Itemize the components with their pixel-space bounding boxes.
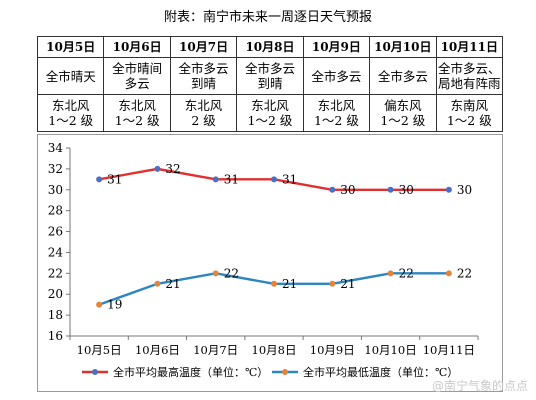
x-tick-label: 10月11日 xyxy=(423,343,475,357)
data-label: 21 xyxy=(282,277,297,291)
data-label: 19 xyxy=(107,298,122,312)
data-label: 31 xyxy=(224,172,239,186)
y-tick-label: 32 xyxy=(48,162,63,176)
wind-cell: 偏东风 1～2 级 xyxy=(369,94,437,132)
wind-cell: 东北风 1～2 级 xyxy=(103,94,171,132)
x-tick-label: 10月9日 xyxy=(310,343,355,357)
y-tick-label: 20 xyxy=(48,287,63,301)
legend-marker xyxy=(282,369,288,375)
y-tick-label: 16 xyxy=(48,329,63,343)
x-tick-label: 10月7日 xyxy=(193,343,238,357)
data-label: 30 xyxy=(340,183,355,197)
y-tick-label: 22 xyxy=(48,266,63,280)
x-tick-label: 10月10日 xyxy=(364,343,416,357)
x-tick-label: 10月6日 xyxy=(135,343,180,357)
data-label: 21 xyxy=(165,277,180,291)
wind-cell: 东北风 1～2 级 xyxy=(36,94,105,132)
data-point xyxy=(329,280,336,287)
table-row-weather: 全市晴天 全市晴间 多云 全市多云 到晴 全市多云 到晴 全市多云 全市多云 全市多云… xyxy=(36,57,504,95)
data-label: 22 xyxy=(399,266,414,280)
wind-cell: 东北风 2 级 xyxy=(169,94,238,132)
page-title: 附表：南宁市未来一周逐日天气预报 xyxy=(163,10,372,25)
data-point xyxy=(154,165,161,172)
y-tick-label: 18 xyxy=(48,308,63,322)
weather-cell: 全市多云、 局地有阵雨 xyxy=(435,57,504,95)
data-point xyxy=(445,186,452,193)
data-point xyxy=(96,176,103,183)
wind-cell: 东北风 1～2 级 xyxy=(236,94,304,132)
data-label: 21 xyxy=(340,277,355,291)
data-label: 30 xyxy=(399,183,414,197)
data-point xyxy=(387,270,394,277)
watermark: @南宁气象的点点 xyxy=(431,379,528,393)
weather-cell: 全市多云 到晴 xyxy=(169,57,238,95)
date-cell: 10月7日 xyxy=(169,36,238,58)
series-line xyxy=(98,272,449,306)
y-tick-label: 26 xyxy=(48,225,63,239)
data-label: 31 xyxy=(282,172,297,186)
table-row-wind: 东北风 1～2 级 东北风 1～2 级 东北风 2 级 东北风 1～2 级 东北风 1～2… xyxy=(36,94,504,132)
data-point xyxy=(445,270,452,277)
date-cell: 10月6日 xyxy=(103,36,171,58)
legend-marker xyxy=(92,369,98,375)
weather-cell: 全市多云 到晴 xyxy=(236,57,304,95)
data-point xyxy=(329,186,336,193)
y-tick-label: 24 xyxy=(48,245,64,259)
y-tick-label: 30 xyxy=(48,183,63,197)
forecast-table: 10月5日 10月6日 10月7日 10月8日 10月9日 10月10日 10月… xyxy=(36,36,504,132)
legend-label: 全市平均最低温度（单位：℃） xyxy=(303,365,458,379)
legend-label: 全市平均最高温度（单位：℃） xyxy=(113,365,268,379)
data-label: 32 xyxy=(165,162,180,176)
data-label: 31 xyxy=(107,172,122,186)
data-point xyxy=(154,280,161,287)
data-point xyxy=(271,280,277,287)
x-tick-label: 10月8日 xyxy=(252,343,297,357)
data-label: 30 xyxy=(457,183,472,197)
x-tick-label: 10月5日 xyxy=(77,343,122,357)
data-point xyxy=(96,301,103,308)
date-cell: 10月5日 xyxy=(36,36,105,58)
wind-cell: 东南风 1～2 级 xyxy=(435,94,504,132)
wind-cell: 东北风 1～2 级 xyxy=(302,94,371,132)
table-row-dates: 10月5日 10月6日 10月7日 10月8日 10月9日 10月10日 10月… xyxy=(36,36,504,58)
y-tick-label: 34 xyxy=(48,141,64,155)
date-cell: 10月10日 xyxy=(369,36,437,58)
data-label: 22 xyxy=(457,266,472,280)
data-point xyxy=(387,186,394,193)
data-label: 22 xyxy=(224,266,239,280)
y-tick-label: 28 xyxy=(48,204,63,218)
data-point xyxy=(212,270,219,277)
weather-cell: 全市晴天 xyxy=(36,57,105,95)
data-point xyxy=(212,176,219,183)
data-point xyxy=(271,176,277,183)
